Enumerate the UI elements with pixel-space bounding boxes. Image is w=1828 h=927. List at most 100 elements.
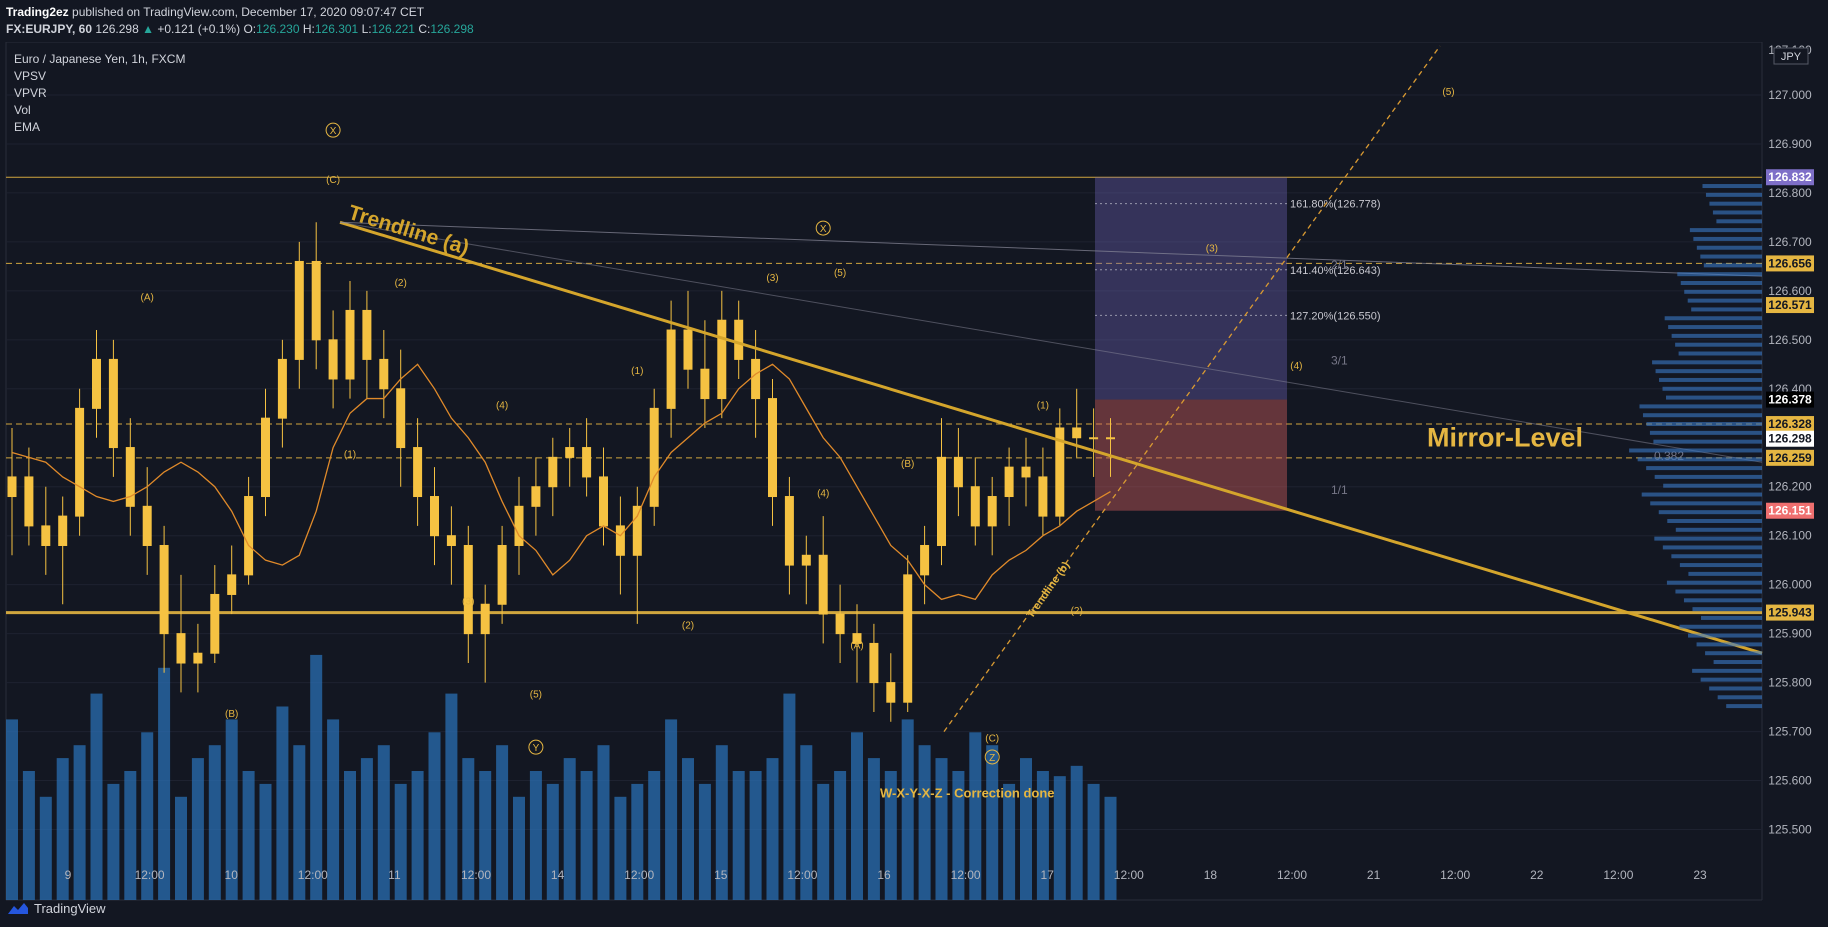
volume-bar <box>698 783 711 900</box>
legend-indicator-vol[interactable]: Vol <box>14 103 31 117</box>
vpvr-bar <box>1662 386 1762 391</box>
vpvr-bar <box>1629 448 1762 453</box>
price-tag-label: 126.259 <box>1768 451 1812 465</box>
vpvr-bar <box>1652 360 1762 365</box>
candle-body <box>920 544 930 576</box>
candle-body <box>784 496 794 566</box>
vpvr-bar <box>1692 668 1762 673</box>
wave-label: (2) <box>395 278 407 289</box>
vpvr-bar <box>1654 474 1762 479</box>
x-axis-tick-label: 12:00 <box>951 868 981 882</box>
low-label: L: <box>361 22 372 36</box>
price-tag <box>1766 416 1814 433</box>
candle-body <box>599 476 608 527</box>
candle-body <box>277 358 287 419</box>
volume-bar <box>851 732 863 900</box>
correction-label: W-X-Y-X-Z - Correction done <box>880 786 1055 801</box>
wave-label: (4) <box>1290 361 1302 372</box>
vpvr-bar <box>1646 422 1762 427</box>
y-axis-tick-label: 125.800 <box>1768 676 1812 690</box>
candle-body <box>649 407 659 507</box>
x-axis-tick-label: 12:00 <box>624 868 654 882</box>
volume-bar <box>259 783 272 900</box>
wave-label: Z <box>989 753 995 764</box>
candle-body <box>142 505 152 546</box>
wave-label: (B) <box>225 709 238 720</box>
open-label: O: <box>243 22 257 36</box>
candle-body <box>193 652 203 664</box>
candle-body <box>565 447 575 458</box>
gann-line-3-1 <box>339 221 1763 277</box>
candle-body <box>396 388 406 449</box>
x-axis-tick-label: 17 <box>1041 868 1055 882</box>
volume-bar <box>631 783 644 900</box>
candle-body <box>463 544 473 635</box>
wave-label: (1) <box>631 366 643 377</box>
candle-body <box>987 496 997 527</box>
gann-label: 1/1 <box>1331 483 1348 497</box>
vpvr-bar <box>1671 333 1762 338</box>
volume-bar <box>344 771 356 900</box>
volume-bar <box>1087 783 1100 900</box>
wave-circle <box>984 749 1000 765</box>
volume-bar <box>1053 776 1066 900</box>
publisher-name[interactable]: Trading2ez <box>6 5 69 19</box>
footer-brand[interactable]: TradingView <box>34 901 106 916</box>
volume-bar <box>513 796 525 900</box>
candle-body <box>24 476 34 527</box>
legend-indicator-ema[interactable]: EMA <box>14 120 41 134</box>
price-tag <box>1766 430 1814 447</box>
vpvr-bar <box>1713 660 1762 665</box>
vpvr-bar <box>1654 536 1762 541</box>
candle-body <box>108 358 118 449</box>
gann-label: 2/1 <box>1331 258 1348 272</box>
high-value: 126.301 <box>314 22 359 36</box>
candle-body <box>768 398 777 498</box>
volume-bar <box>479 771 492 900</box>
x-axis-tick-label: 12:00 <box>461 868 491 882</box>
vpvr-bar <box>1641 492 1762 497</box>
legend-indicator-vpsv[interactable]: VPSV <box>14 69 47 83</box>
candle-body <box>970 486 980 527</box>
vpvr-bar <box>1639 404 1762 409</box>
price-tag-label: 126.571 <box>1768 298 1812 312</box>
volume-bar <box>563 758 576 900</box>
y-axis-tick-label: 127.000 <box>1768 88 1812 102</box>
y-axis-tick-label: 126.100 <box>1768 529 1812 543</box>
volume-bar <box>1070 765 1083 900</box>
volume-bar <box>749 771 762 900</box>
vpvr-bar <box>1693 236 1762 241</box>
volume-bar <box>1036 771 1049 900</box>
vpvr-bar <box>1666 580 1762 585</box>
volume-bar <box>225 719 238 900</box>
price-tag <box>1766 604 1814 621</box>
symbol-label[interactable]: FX:EURJPY, 60 <box>6 22 93 36</box>
price-chart[interactable]: 161.80%(126.778) 141.40%(126.643) 127.20%(… <box>0 42 1828 909</box>
vpvr-bar <box>1692 607 1762 612</box>
candle-body <box>261 417 270 498</box>
volume-bar <box>1020 758 1032 900</box>
volume-bar <box>56 758 69 900</box>
gann-label: 3/1 <box>1331 353 1348 367</box>
x-axis-tick-label: 10 <box>225 868 239 882</box>
y-axis-tick-label: 125.600 <box>1768 774 1812 788</box>
vpvr-bar <box>1683 598 1762 603</box>
wave-label: (C) <box>985 733 999 744</box>
target-zone-box <box>1095 177 1287 400</box>
y-axis-tick-label: 126.200 <box>1768 480 1812 494</box>
wave-circle <box>528 739 544 755</box>
vpvr-bar <box>1675 342 1762 347</box>
vpvr-bar <box>1696 642 1762 647</box>
vpvr-bar <box>1642 413 1762 418</box>
vpvr-bar <box>1705 651 1762 656</box>
legend-indicator-vpvr[interactable]: VPVR <box>14 86 47 100</box>
price-tag-label: 126.656 <box>1768 256 1812 270</box>
volume-bar <box>39 796 52 900</box>
volume-bar <box>175 796 187 900</box>
y-axis-tick-label: 125.900 <box>1768 627 1812 641</box>
candle-body <box>582 447 592 478</box>
close-value: 126.298 <box>430 22 474 36</box>
vpvr-bar <box>1726 704 1762 709</box>
volume-bar <box>1003 783 1016 900</box>
vpvr-bar <box>1658 510 1762 515</box>
